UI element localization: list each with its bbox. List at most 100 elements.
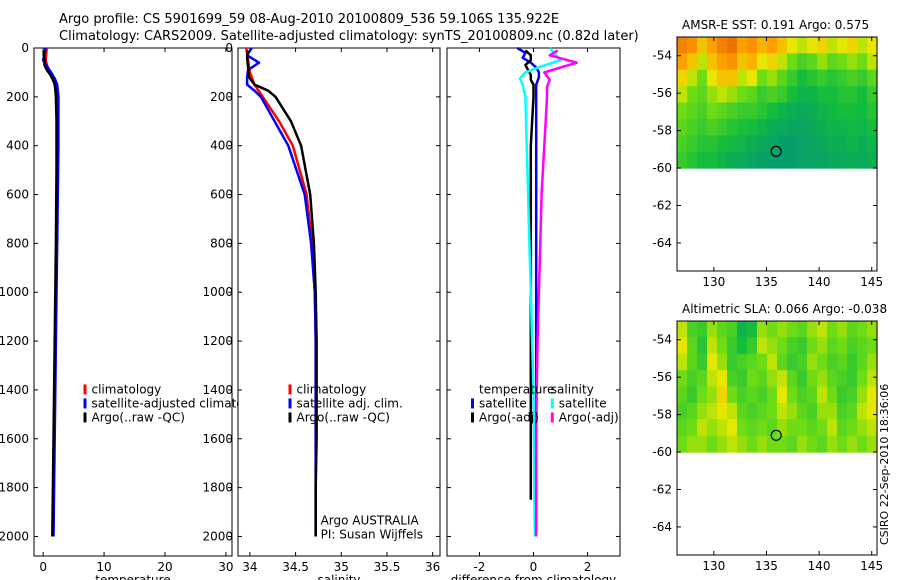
heatmap-cell [777, 102, 788, 120]
x-tick-label: 2 [584, 560, 592, 574]
y-tick-label: 1400 [0, 383, 29, 397]
heatmap-cell [797, 53, 808, 71]
heatmap-cell [727, 321, 738, 338]
heatmap-cell [707, 102, 718, 120]
annotation-text: PI: Susan Wijffels [321, 527, 423, 541]
heatmap-cell [757, 353, 768, 371]
heatmap-cell [857, 402, 868, 420]
heatmap-cell [707, 321, 718, 338]
heatmap-cell [847, 419, 858, 437]
heatmap-cell [807, 135, 818, 153]
y-tick-label: 1000 [0, 285, 29, 299]
heatmap-cell [717, 102, 728, 120]
heatmap-cell [757, 86, 768, 104]
heatmap-cell [707, 370, 718, 388]
heatmap-cell [857, 69, 868, 87]
heatmap-cell [697, 53, 708, 71]
heatmap-cell [747, 53, 758, 71]
x-tick-label: 0 [530, 560, 538, 574]
heatmap-cell [867, 135, 878, 153]
y-tick-label: 1600 [202, 432, 233, 446]
heatmap-cell [857, 419, 868, 437]
heatmap-cell [737, 53, 748, 71]
heatmap-cell [787, 435, 798, 453]
heatmap-cell [797, 37, 808, 54]
heatmap-cell [727, 151, 738, 169]
heatmap-cell [797, 135, 808, 153]
heatmap-cell [797, 353, 808, 371]
heatmap-cell [757, 102, 768, 120]
heatmap-cell [857, 337, 868, 355]
heatmap-cell [827, 102, 838, 120]
y-tick-label: 600 [6, 188, 29, 202]
heatmap-cell [757, 435, 768, 453]
heatmap-cell [807, 151, 818, 169]
legend-group-title: salinity [551, 382, 594, 396]
legend-label: Argo(-adj) [559, 410, 619, 424]
heatmap-cell [747, 135, 758, 153]
heatmap-cell [807, 86, 818, 104]
legend-swatch [288, 412, 292, 423]
heatmap-cell [797, 435, 808, 453]
heatmap-cell [687, 69, 698, 87]
heatmap-cell [717, 337, 728, 355]
heatmap-cell [817, 86, 828, 104]
heatmap-cell [697, 321, 708, 338]
legend-swatch [83, 398, 87, 409]
x-tick-label: 145 [860, 559, 883, 573]
heatmap-cell [717, 37, 728, 54]
heatmap-cell [697, 370, 708, 388]
x-tick-label: -2 [473, 560, 485, 574]
heatmap-cell [747, 370, 758, 388]
heatmap-cell [857, 135, 868, 153]
heatmap-cell [747, 86, 758, 104]
heatmap-cell [847, 402, 858, 420]
heatmap-cell [717, 86, 728, 104]
heatmap-cell [717, 321, 728, 338]
heatmap-cell [677, 151, 688, 169]
heatmap-cell [747, 435, 758, 453]
heatmap-cell [847, 386, 858, 404]
heatmap-cell [747, 102, 758, 120]
heatmap-cell [707, 337, 718, 355]
y-tick-label: 2000 [202, 529, 233, 543]
y-tick-label: 1200 [202, 334, 233, 348]
heatmap-cell [807, 321, 818, 338]
legend-swatch [471, 398, 474, 409]
heatmap-cell [677, 321, 688, 338]
heatmap-cell [787, 353, 798, 371]
heatmap-cell [707, 135, 718, 153]
legend-label: Argo(..raw -QC) [297, 410, 390, 424]
heatmap-cell [707, 435, 718, 453]
heatmap-cell [727, 337, 738, 355]
heatmap-cell [867, 435, 878, 453]
heatmap-cell [807, 102, 818, 120]
y-tick-label: 400 [6, 139, 29, 153]
argo-position-marker [770, 429, 782, 441]
heatmap-cell [867, 151, 878, 169]
heatmap-cell [837, 53, 848, 71]
legend-swatch [550, 412, 554, 423]
heatmap-cell [857, 86, 868, 104]
heatmap-cell [807, 353, 818, 371]
heatmap-cell [697, 102, 708, 120]
heatmap-cell [727, 402, 738, 420]
heatmap-cell [737, 69, 748, 87]
heatmap-cell [777, 135, 788, 153]
heatmap-cell [867, 118, 878, 136]
heatmap-cell [857, 353, 868, 371]
heatmap-cell [807, 337, 818, 355]
heatmap-cell [807, 37, 818, 54]
y-tick-label: 200 [210, 90, 233, 104]
heatmap-cell [737, 337, 748, 355]
heatmap-cell [797, 419, 808, 437]
heatmap-cell [697, 118, 708, 136]
legend-label: satellite-adjusted climatology [92, 396, 270, 410]
legend-label: satellite adj. clim. [297, 396, 403, 410]
heatmap-cell [677, 353, 688, 371]
y-tick-label: 1000 [202, 285, 233, 299]
heatmap-cell [827, 402, 838, 420]
heatmap-cell [837, 337, 848, 355]
y-tick-label: -58 [652, 408, 672, 422]
heatmap-cell [857, 321, 868, 338]
